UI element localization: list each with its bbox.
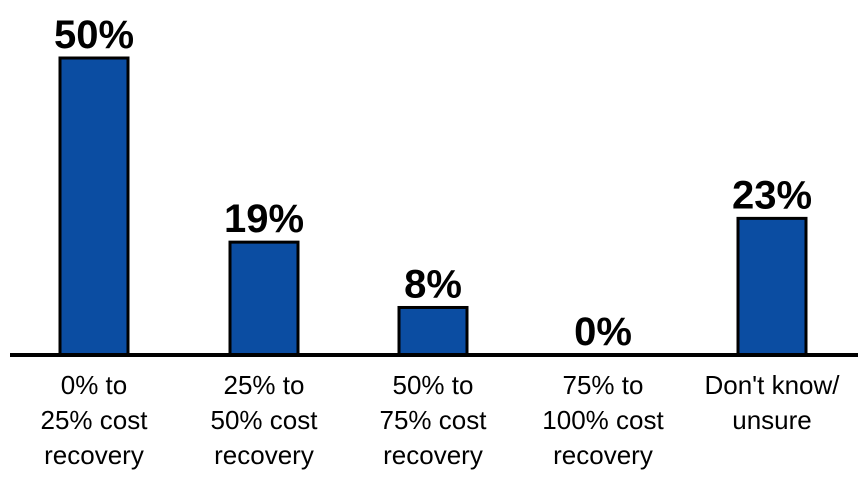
value-label-2: 19% — [224, 197, 304, 241]
category-label-3: 50% to 75% cost recovery — [380, 370, 488, 470]
value-label-1: 50% — [54, 13, 134, 57]
category-labels-layer: 0% to 25% cost recovery 25% to 50% cost recov… — [41, 370, 841, 470]
category-label-line: unsure — [732, 405, 812, 435]
category-label-4: 75% to 100% cost recovery — [542, 370, 664, 470]
category-label-2: 25% to 50% cost recovery — [211, 370, 319, 470]
category-label-line: 100% cost — [542, 405, 664, 435]
category-label-5: Don't know/unsure — [704, 370, 840, 435]
value-labels-layer: 50% 19% 8% 0% 23% — [54, 13, 812, 354]
category-label-line: Don't know/ — [704, 370, 840, 400]
value-label-3: 8% — [404, 262, 462, 306]
category-label-line: 25% cost — [41, 405, 149, 435]
category-label-line: 25% to — [224, 370, 305, 400]
value-label-4: 0% — [574, 310, 632, 354]
value-label-5: 23% — [732, 173, 812, 217]
category-label-line: 0% to — [61, 370, 128, 400]
category-label-line: 50% to — [393, 370, 474, 400]
bars-layer — [58, 56, 808, 357]
category-label-line: 75% cost — [380, 405, 488, 435]
category-label-1: 0% to 25% cost recovery — [41, 370, 149, 470]
category-label-line: 75% to — [563, 370, 644, 400]
bar-3 — [397, 305, 469, 357]
bar-1 — [58, 56, 130, 357]
category-label-line: recovery — [383, 440, 483, 470]
bar-5 — [736, 216, 808, 357]
category-label-line: recovery — [553, 440, 653, 470]
category-label-line: 50% cost — [211, 405, 319, 435]
category-label-line: recovery — [214, 440, 314, 470]
bar-2 — [228, 240, 300, 357]
category-label-line: recovery — [44, 440, 144, 470]
